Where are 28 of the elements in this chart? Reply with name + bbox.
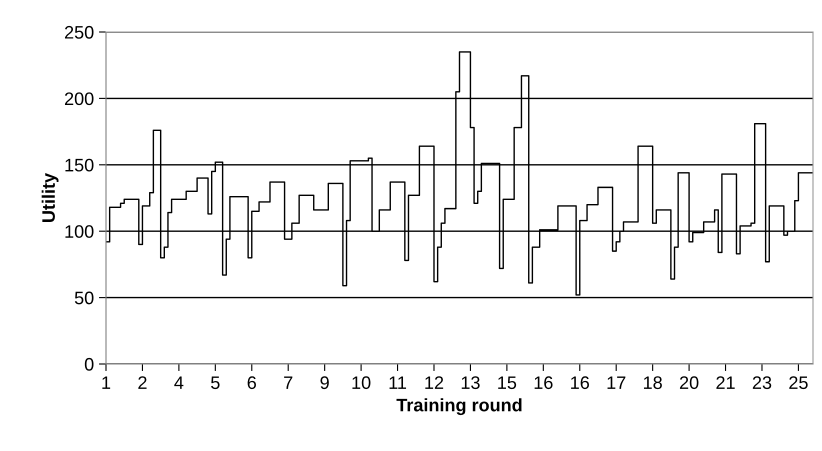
y-tick-label: 50 — [74, 292, 94, 304]
x-tick-label: 9 — [320, 376, 329, 390]
y-axis-title: Utility — [42, 173, 59, 222]
x-tick-label: 20 — [680, 376, 698, 390]
x-tick-label: 5 — [211, 376, 220, 390]
x-tick-label: 21 — [716, 376, 735, 389]
x-axis-title: Training round — [396, 398, 522, 416]
x-tick-label: 2 — [138, 376, 147, 389]
x-tick-label: 10 — [352, 376, 370, 390]
y-tick-label: 0 — [84, 358, 94, 371]
x-tick-label: 11 — [390, 376, 406, 389]
x-tick-label: 7 — [284, 376, 292, 389]
x-tick-label: 23 — [752, 376, 772, 390]
y-tick-label: 200 — [64, 92, 94, 106]
y-tick-label: 100 — [65, 225, 94, 238]
y-tick-label: 150 — [65, 158, 94, 172]
x-tick-label: 1 — [102, 376, 110, 389]
x-tick-label: 4 — [174, 376, 184, 389]
y-tick-label: 250 — [64, 26, 94, 39]
x-tick-label: 16 — [571, 376, 590, 390]
x-tick-label: 15 — [498, 376, 516, 390]
x-tick-label: 18 — [644, 376, 662, 390]
x-tick-label: 6 — [248, 376, 256, 390]
x-tick-label: 13 — [462, 376, 480, 390]
x-tick-label: 12 — [425, 376, 444, 389]
x-tick-label: 17 — [608, 376, 626, 389]
x-tick-label: 25 — [789, 376, 808, 390]
x-tick-label: 16 — [534, 376, 553, 390]
